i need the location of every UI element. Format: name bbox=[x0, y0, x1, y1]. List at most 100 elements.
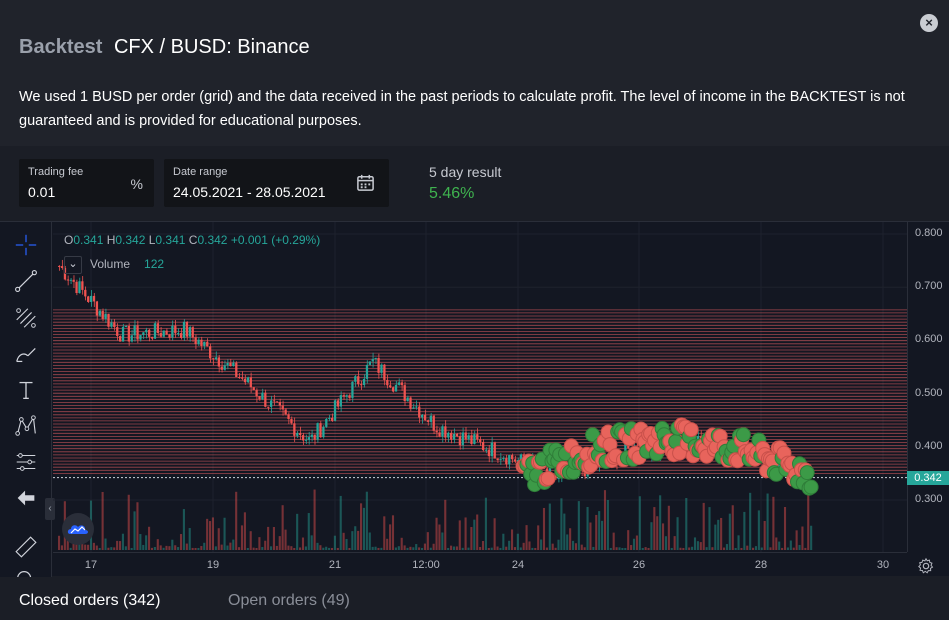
volume-bar bbox=[531, 547, 534, 550]
gear-icon[interactable] bbox=[917, 557, 935, 575]
ruler-tool[interactable] bbox=[10, 532, 42, 562]
candle-body bbox=[479, 439, 482, 443]
volume-bar bbox=[798, 544, 801, 550]
volume-bar bbox=[499, 547, 502, 550]
text-icon[interactable] bbox=[13, 377, 39, 403]
tab-closed-orders[interactable]: Closed orders (342) bbox=[19, 592, 161, 609]
volume-bar bbox=[725, 544, 728, 550]
volume-bar bbox=[206, 518, 209, 550]
candle-body bbox=[333, 400, 337, 421]
volume-bar bbox=[574, 543, 577, 550]
pattern-icon[interactable] bbox=[13, 413, 39, 439]
candle-body bbox=[243, 378, 247, 383]
candle-body bbox=[583, 470, 586, 477]
volume-bar bbox=[351, 531, 354, 550]
volume-bar bbox=[760, 547, 763, 550]
volume-bar bbox=[362, 507, 366, 550]
candle-body bbox=[319, 423, 322, 438]
chevron-down-icon[interactable]: ⌄ bbox=[68, 258, 78, 270]
volume-bar bbox=[569, 528, 572, 550]
candle-body bbox=[278, 402, 281, 406]
close-button[interactable]: × bbox=[920, 14, 938, 32]
pitchfork-tool[interactable] bbox=[10, 303, 42, 333]
magnifier-icon[interactable] bbox=[13, 567, 39, 577]
prediction-tool[interactable] bbox=[10, 447, 42, 477]
date-range-value[interactable]: 24.05.2021 - 28.05.2021 bbox=[173, 184, 326, 200]
candle-body bbox=[78, 281, 81, 293]
volume-bar bbox=[464, 517, 467, 550]
pattern-tool[interactable] bbox=[10, 411, 42, 441]
volume-bar bbox=[240, 525, 244, 550]
volume-bar bbox=[110, 547, 113, 550]
candle-body bbox=[371, 358, 374, 362]
trend-line-tool[interactable] bbox=[10, 266, 42, 296]
price-tick: 0.400 bbox=[915, 439, 943, 452]
candle-body bbox=[400, 382, 403, 386]
volume-bar bbox=[778, 541, 781, 550]
volume-bar bbox=[566, 534, 569, 550]
calendar-icon[interactable] bbox=[356, 173, 375, 192]
candle-body bbox=[179, 333, 183, 338]
prediction-icon[interactable] bbox=[13, 449, 39, 475]
volume-bar bbox=[537, 525, 540, 550]
price-tick: 0.500 bbox=[915, 386, 943, 399]
candle-body bbox=[299, 433, 302, 436]
pitchfork-icon[interactable] bbox=[13, 305, 39, 331]
candle-body bbox=[214, 357, 218, 360]
candle-body bbox=[383, 364, 386, 380]
volume-bar bbox=[711, 547, 714, 550]
drawing-toolbar bbox=[0, 222, 52, 577]
price-axis[interactable]: 0.800 0.700 0.600 0.500 0.400 0.300 bbox=[907, 222, 949, 552]
candle-body bbox=[441, 426, 444, 437]
candle-body bbox=[235, 362, 238, 377]
backtest-params: Trading fee 0.01 % Date range 24.05.2021… bbox=[0, 146, 949, 220]
volume-bar bbox=[705, 547, 708, 550]
volume-bar bbox=[598, 511, 601, 550]
trading-fee-field[interactable]: Trading fee 0.01 % bbox=[19, 159, 154, 207]
candle-body bbox=[345, 395, 348, 397]
crosshair-icon[interactable] bbox=[13, 232, 39, 258]
trading-fee-value[interactable]: 0.01 bbox=[28, 184, 56, 200]
date-range-field[interactable]: Date range 24.05.2021 - 28.05.2021 bbox=[164, 159, 389, 207]
candle-body bbox=[118, 336, 122, 342]
tab-open-orders[interactable]: Open orders (49) bbox=[228, 592, 350, 609]
candle-body bbox=[357, 376, 360, 385]
brush-icon[interactable] bbox=[13, 341, 39, 367]
volume-bar bbox=[267, 526, 270, 550]
volume-bar bbox=[789, 540, 792, 550]
price-chart[interactable]: ‹ O0.341 H0.342 L0.341 C0.342 +0.001 (+0… bbox=[0, 221, 949, 577]
volume-bar bbox=[159, 545, 162, 550]
volume-bar bbox=[226, 545, 229, 550]
crosshair-tool[interactable] bbox=[10, 230, 42, 260]
volume-bar bbox=[275, 545, 278, 550]
candle-body bbox=[339, 395, 342, 407]
candle-body bbox=[226, 362, 229, 366]
candle-body bbox=[165, 330, 168, 335]
candlestick-plot[interactable] bbox=[53, 222, 907, 552]
price-tick: 0.600 bbox=[915, 333, 943, 346]
candle-body bbox=[211, 358, 215, 360]
toolbar-collapse-button[interactable]: ‹ bbox=[45, 498, 55, 520]
time-tick: 26 bbox=[632, 559, 646, 571]
chevron-left-icon[interactable]: ‹ bbox=[48, 503, 52, 514]
buy-order-marker bbox=[585, 427, 601, 443]
text-tool[interactable] bbox=[10, 375, 42, 405]
volume-bar bbox=[383, 516, 386, 550]
close-icon[interactable]: × bbox=[925, 15, 933, 30]
time-axis[interactable]: 17 19 21 12:00 24 26 28 30 bbox=[53, 552, 907, 577]
legend-toggle-button[interactable]: ⌄ bbox=[64, 256, 82, 274]
tradingview-logo[interactable] bbox=[62, 513, 94, 545]
candle-body bbox=[206, 341, 209, 347]
trend-line-icon[interactable] bbox=[13, 268, 39, 294]
ruler-icon[interactable] bbox=[13, 534, 39, 560]
back-tool[interactable] bbox=[10, 483, 42, 513]
candle-body bbox=[450, 432, 453, 440]
brush-tool[interactable] bbox=[10, 339, 42, 369]
volume-bar bbox=[534, 547, 537, 550]
zoom-tool[interactable] bbox=[10, 567, 42, 577]
arrow-left-icon[interactable] bbox=[13, 485, 39, 511]
candle-body bbox=[220, 366, 223, 370]
candle-body bbox=[101, 310, 104, 319]
candle-body bbox=[249, 377, 252, 388]
volume-bar bbox=[345, 539, 348, 550]
